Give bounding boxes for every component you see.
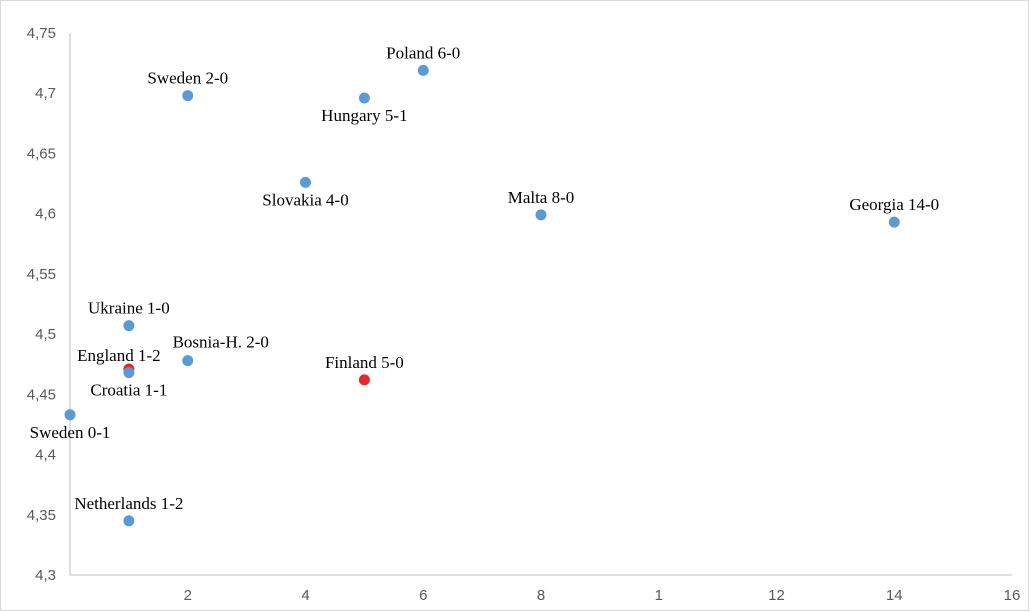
data-point [123,367,135,379]
y-tick-label: 4,4 [35,447,56,464]
data-point [535,209,547,221]
y-tick-label: 4,6 [35,206,56,223]
point-label: Croatia 1-1 [90,381,167,400]
point-label: Malta 8-0 [508,188,575,207]
point-label: Bosnia-H. 2-0 [173,333,269,352]
y-tick-label: 4,65 [27,145,56,162]
data-point [182,90,194,102]
data-point [888,216,900,228]
point-label: Finland 5-0 [325,353,404,372]
point-label: Netherlands 1-2 [74,494,183,513]
x-tick-label: 8 [537,587,545,604]
data-point [182,355,194,367]
point-label: Hungary 5-1 [321,106,407,125]
point-label: Poland 6-0 [386,43,460,62]
y-tick-label: 4,7 [35,85,56,102]
data-point [358,92,370,104]
x-tick-label: 14 [886,587,903,604]
data-point [123,320,135,332]
data-point [358,374,370,386]
y-tick-label: 4,5 [35,326,56,343]
x-tick-label: 12 [768,587,785,604]
x-tick-label: 4 [301,587,309,604]
x-tick-label: 6 [419,587,427,604]
data-points [64,64,900,527]
point-label: Slovakia 4-0 [262,190,348,209]
point-label: Sweden 2-0 [147,69,228,88]
data-point [64,409,76,421]
y-tick-label: 4,35 [27,507,56,524]
y-tick-label: 4,75 [27,25,56,42]
x-tick-label: 2 [184,587,192,604]
x-tick-label: 1 [655,587,663,604]
x-tick-label: 16 [1004,587,1021,604]
data-point [123,515,135,527]
tick-labels: 4,3 4,35 4,4 4,45 4,5 4,55 4,6 4,65 4,7 4,75 2 4 6 8 1… [27,25,1021,604]
point-label: Ukraine 1-0 [88,299,170,318]
point-label: England 1-2 [77,346,161,365]
y-tick-label: 4,55 [27,266,56,283]
axes [69,33,1012,576]
point-labels: Poland 6-0 Sweden 2-0 Hungary 5-1 Slovakia … [30,43,940,512]
data-point [417,64,429,76]
data-point [300,176,311,188]
y-tick-label: 4,45 [27,386,56,403]
point-label: Sweden 0-1 [30,423,111,442]
point-label: Georgia 14-0 [849,195,939,214]
y-tick-label: 4,3 [35,567,56,584]
